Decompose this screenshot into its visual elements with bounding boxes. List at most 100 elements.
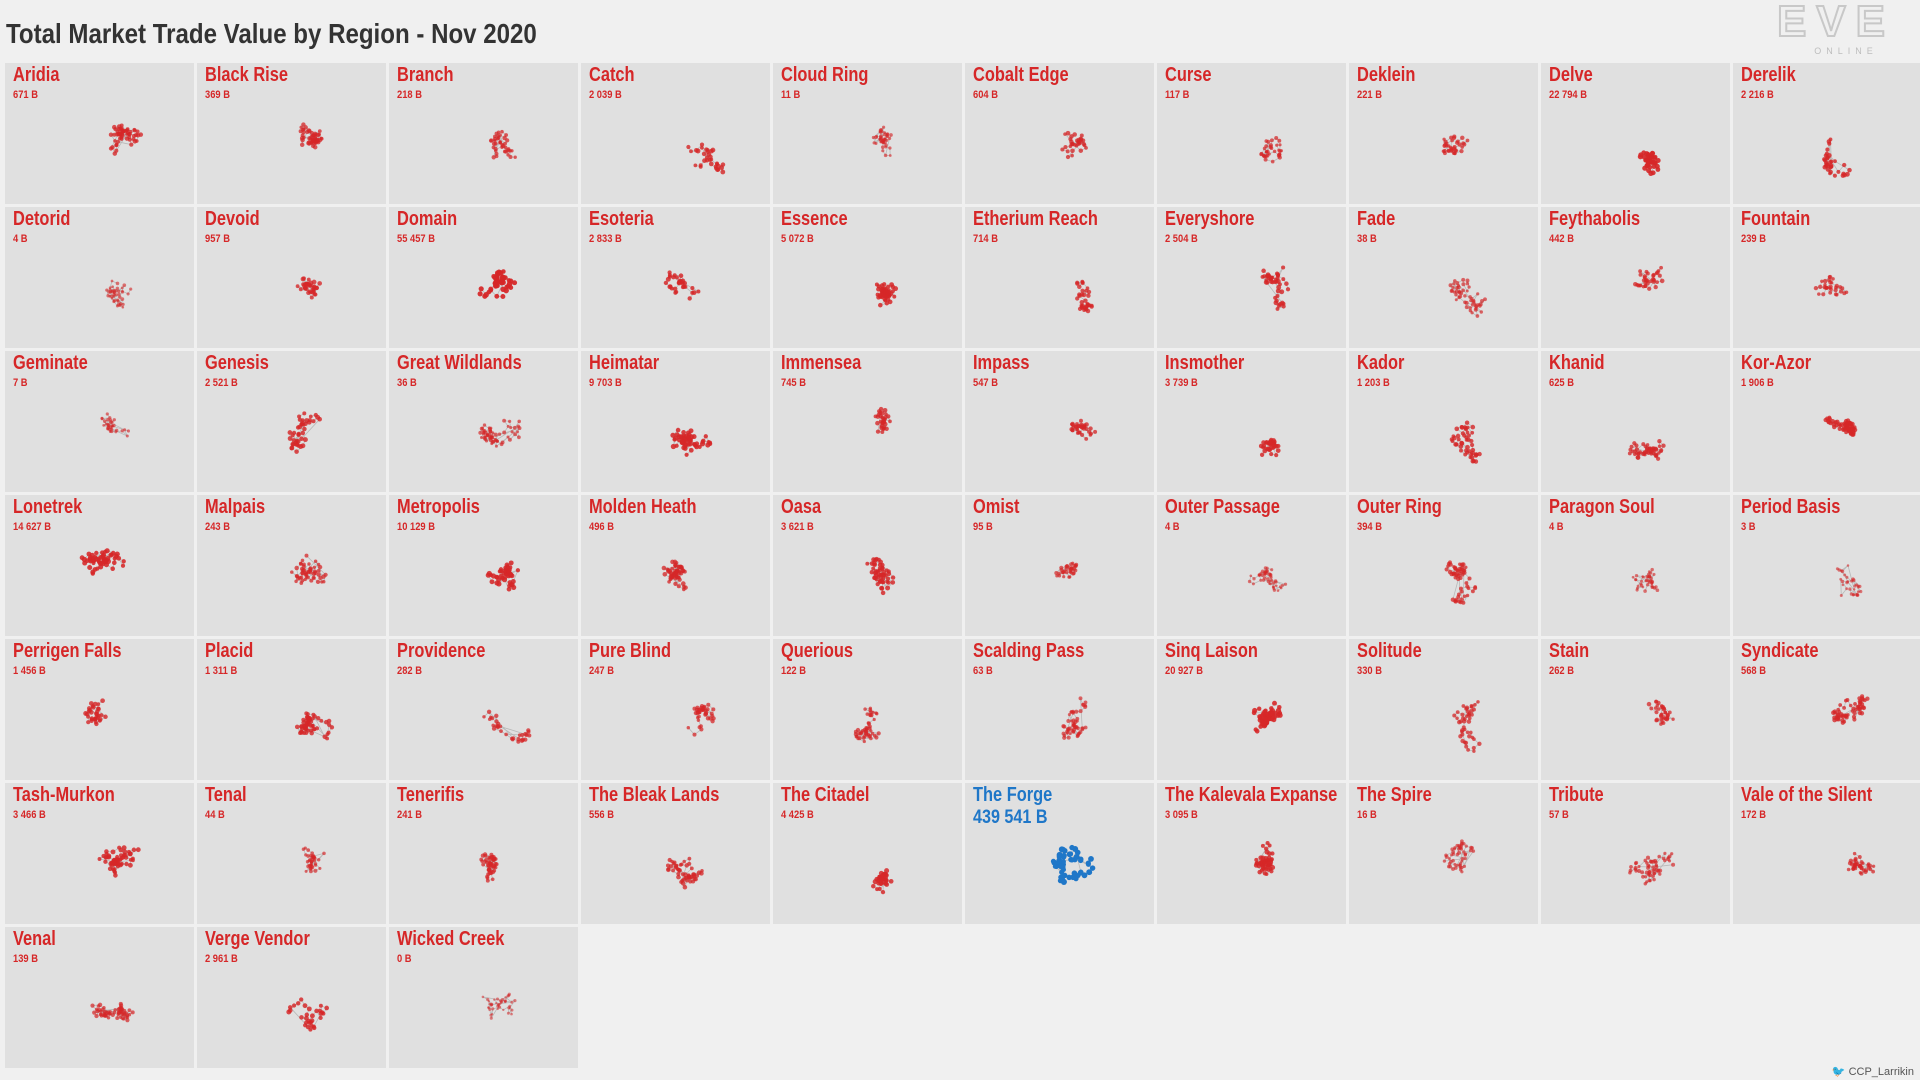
region-trade-value: 63 B	[973, 665, 993, 677]
stargate-link	[306, 555, 326, 576]
solar-system-point	[866, 721, 871, 725]
solar-system-point	[307, 562, 311, 566]
solar-system-point	[1071, 571, 1076, 576]
solar-system-point	[494, 151, 499, 156]
solar-system-point	[1453, 279, 1457, 283]
solar-system-point	[1263, 157, 1268, 162]
solar-system-point	[1468, 306, 1472, 310]
solar-system-point	[1470, 303, 1475, 307]
solar-system-point	[1836, 715, 1841, 720]
solar-system-point	[1461, 277, 1466, 282]
region-name: Everyshore	[1165, 208, 1255, 230]
solar-system-point	[1066, 735, 1071, 740]
solar-system-point	[1821, 292, 1826, 297]
solar-system-point	[484, 439, 489, 443]
region-cell-querious: Querious 122 B	[773, 639, 962, 780]
solar-system-point	[700, 869, 704, 873]
region-star-map	[1251, 700, 1283, 734]
solar-system-point	[506, 569, 512, 575]
region-star-map	[1646, 699, 1675, 726]
solar-system-point	[877, 562, 883, 568]
solar-system-point	[885, 291, 890, 297]
solar-system-point	[1838, 423, 1843, 428]
solar-system-point	[1651, 451, 1656, 456]
solar-system-point	[1078, 139, 1083, 144]
solar-system-point	[879, 585, 884, 591]
region-name: Omist	[973, 496, 1020, 518]
region-star-map	[874, 282, 899, 308]
solar-system-point	[884, 426, 889, 431]
solar-system-point	[96, 702, 101, 707]
solar-system-point	[309, 728, 314, 733]
solar-system-point	[1825, 147, 1830, 152]
solar-system-point	[1648, 170, 1654, 177]
solar-system-point	[708, 161, 714, 167]
solar-system-point	[134, 139, 139, 143]
solar-system-point	[1464, 438, 1469, 442]
solar-system-point	[674, 568, 680, 573]
region-trade-value: 1 203 B	[1357, 377, 1390, 389]
solar-system-point	[1278, 149, 1282, 153]
solar-system-point	[1257, 573, 1261, 577]
solar-system-point	[873, 557, 878, 563]
solar-system-point	[1647, 446, 1652, 451]
solar-system-point	[1069, 562, 1074, 567]
region-name: Malpais	[205, 496, 266, 518]
solar-system-point	[1459, 448, 1463, 453]
solar-system-point	[511, 736, 516, 741]
solar-system-point	[306, 283, 311, 288]
solar-system-point	[503, 145, 508, 150]
solar-system-point	[1840, 714, 1846, 719]
region-name: Tenal	[205, 784, 247, 806]
solar-system-point	[688, 879, 693, 884]
solar-system-point	[871, 883, 876, 889]
region-star-map	[1835, 564, 1863, 598]
region-star-map	[1075, 279, 1094, 314]
solar-system-point	[1465, 584, 1470, 589]
solar-system-point	[1655, 456, 1661, 461]
solar-system-point	[138, 132, 144, 137]
solar-system-point	[1270, 568, 1274, 572]
solar-system-point	[312, 565, 317, 569]
solar-system-point	[1455, 716, 1459, 721]
solar-system-point	[478, 286, 484, 292]
solar-system-point	[507, 437, 512, 442]
solar-system-point	[1461, 716, 1465, 721]
region-star-map	[1069, 418, 1098, 441]
solar-system-point	[697, 710, 702, 715]
region-grid: Aridia 671 B Black Rise 369 B Branch 218 B Cat…	[5, 63, 1920, 1077]
solar-system-point	[1865, 696, 1870, 701]
region-cell-impass: Impass 547 B	[965, 351, 1154, 492]
region-name: Sinq Laison	[1165, 640, 1258, 662]
solar-system-point	[1651, 272, 1656, 278]
solar-system-point	[1261, 720, 1267, 726]
solar-system-point	[1842, 705, 1847, 710]
solar-system-point	[881, 576, 886, 581]
region-star-map	[298, 122, 324, 150]
solar-system-point	[880, 590, 886, 596]
region-name: The Forge	[973, 784, 1053, 806]
solar-system-point	[1265, 446, 1271, 452]
region-name: The Citadel	[781, 784, 870, 806]
solar-system-point	[1633, 452, 1637, 457]
region-star-map	[1637, 150, 1661, 177]
solar-system-point	[1652, 160, 1658, 165]
solar-system-point	[315, 579, 321, 585]
solar-system-point	[103, 859, 108, 864]
solar-system-point	[884, 412, 888, 416]
region-name: Catch	[589, 64, 635, 86]
solar-system-point	[94, 550, 99, 556]
region-trade-value: 714 B	[973, 233, 998, 245]
region-name: Molden Heath	[589, 496, 697, 518]
solar-system-point	[1461, 282, 1466, 287]
region-name: Kador	[1357, 352, 1405, 374]
solar-system-point	[1257, 714, 1263, 720]
solar-system-point	[494, 580, 500, 586]
solar-system-point	[306, 848, 311, 852]
region-trade-value: 1 456 B	[13, 665, 46, 677]
solar-system-point	[1665, 716, 1670, 721]
solar-system-point	[1467, 449, 1472, 454]
region-cell-placid: Placid 1 311 B	[197, 639, 386, 780]
solar-system-point	[496, 136, 501, 140]
region-cell-omist: Omist 95 B	[965, 495, 1154, 636]
